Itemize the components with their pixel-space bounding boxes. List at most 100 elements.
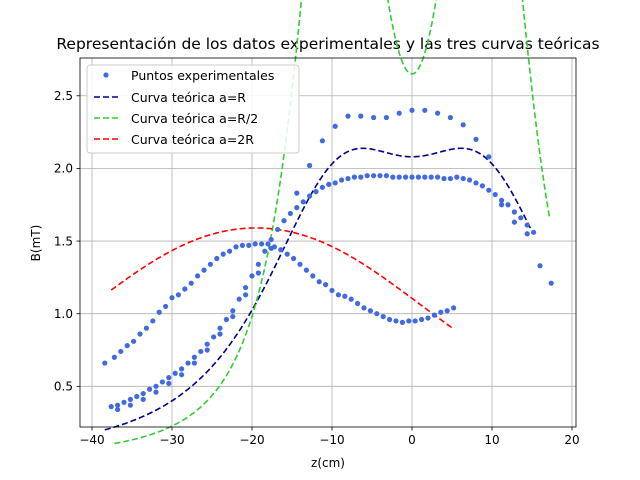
data-point: [169, 295, 175, 301]
data-point: [486, 154, 492, 160]
data-point: [358, 174, 364, 180]
series-line-3: [110, 227, 455, 330]
data-point: [233, 244, 239, 250]
data-point: [127, 396, 133, 402]
data-point: [345, 113, 351, 119]
data-point: [163, 303, 169, 310]
data-point: [255, 261, 261, 267]
data-point: [191, 354, 197, 360]
data-point: [294, 190, 300, 196]
data-point: [345, 175, 351, 182]
data-point: [207, 261, 213, 267]
data-point: [444, 308, 450, 314]
data-point: [262, 248, 268, 254]
data-point: [431, 312, 437, 318]
data-point: [323, 282, 329, 288]
data-point: [467, 177, 473, 183]
data-point: [428, 174, 434, 180]
data-point: [537, 263, 543, 269]
data-point: [393, 318, 399, 324]
data-point: [524, 222, 530, 228]
data-point: [342, 293, 348, 299]
data-point: [403, 174, 409, 180]
x-tick-label: 20: [564, 433, 579, 447]
data-point: [447, 175, 453, 182]
data-point: [185, 360, 191, 366]
data-point: [511, 219, 517, 225]
data-point: [371, 114, 377, 121]
data-point: [236, 296, 242, 302]
data-point: [367, 308, 373, 314]
data-point: [223, 316, 229, 323]
y-tick-label: 1.0: [54, 307, 73, 321]
data-point: [201, 267, 207, 273]
data-point: [300, 199, 306, 205]
data-point: [422, 174, 428, 180]
data-point: [214, 255, 220, 262]
data-point: [150, 318, 156, 324]
data-point: [409, 174, 415, 180]
data-point: [307, 193, 313, 199]
y-tick-label: 2.0: [54, 162, 73, 176]
data-point: [511, 209, 517, 215]
data-point: [143, 325, 149, 331]
data-point: [441, 175, 447, 182]
data-point: [198, 348, 204, 355]
axis-ticks: −40 −30 −20 −10 0 10 20 0.5 1.0 1.5 2.0 2.5: [54, 89, 580, 447]
data-point: [243, 292, 249, 298]
x-tick-label: −20: [239, 433, 264, 447]
data-point: [307, 162, 313, 169]
data-point: [332, 180, 338, 186]
data-point: [479, 183, 485, 189]
legend: Puntos experimentales Curva teórica a=R …: [86, 64, 300, 154]
data-point: [364, 173, 370, 179]
data-point: [531, 229, 537, 235]
data-point: [473, 136, 479, 142]
plot-frame: [79, 57, 577, 428]
data-point: [246, 242, 252, 249]
data-point: [179, 366, 185, 372]
data-point: [319, 184, 325, 190]
data-point: [124, 343, 130, 349]
data-point: [396, 110, 402, 116]
data-point: [255, 270, 261, 276]
data-point: [284, 251, 290, 257]
data-point: [451, 305, 457, 311]
data-point: [166, 380, 172, 387]
data-point: [447, 114, 453, 121]
legend-marker-experimental: [103, 72, 109, 78]
data-point: [217, 331, 223, 337]
data-point: [351, 174, 357, 180]
data-point: [361, 305, 367, 311]
x-tick-label: 0: [408, 433, 416, 447]
data-point: [396, 174, 402, 180]
data-point: [499, 202, 505, 208]
data-point: [326, 181, 332, 187]
data-point: [259, 241, 265, 247]
y-tick-label: 1.5: [54, 234, 73, 248]
data-point: [419, 316, 425, 323]
data-point: [153, 389, 159, 395]
legend-box: [86, 64, 300, 154]
data-point: [486, 187, 492, 193]
data-point: [409, 107, 415, 113]
data-point: [438, 309, 444, 315]
data-point: [548, 280, 554, 286]
data-point: [153, 383, 159, 389]
data-point: [140, 390, 146, 397]
series-line-2: [114, 0, 551, 445]
data-point: [134, 393, 140, 400]
data-point: [399, 319, 405, 325]
data-point: [115, 402, 121, 408]
data-point: [319, 138, 325, 144]
data-point: [243, 284, 249, 291]
legend-label-a-R-2: Curva teórica a=R/2: [131, 111, 258, 126]
x-tick-label: −10: [319, 433, 344, 447]
data-point: [348, 296, 354, 302]
data-point: [435, 110, 441, 116]
data-point: [227, 248, 233, 254]
data-point: [239, 242, 245, 249]
data-point: [287, 210, 293, 217]
data-point: [316, 279, 322, 285]
